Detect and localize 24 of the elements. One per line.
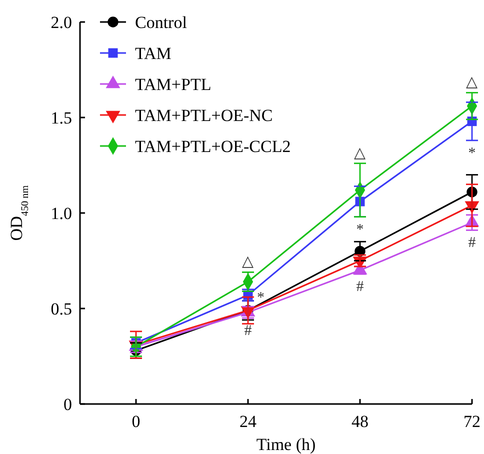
y-tick-label: 0 bbox=[64, 395, 72, 414]
annotation: # bbox=[244, 323, 252, 340]
annotation: * bbox=[356, 222, 364, 238]
legend-label: TAM+PTL+OE-NC bbox=[135, 106, 273, 125]
x-tick-label: 72 bbox=[464, 412, 480, 431]
x-axis-title: Time (h) bbox=[256, 435, 316, 454]
legend-label: TAM+PTL+OE-CCL2 bbox=[135, 137, 291, 156]
annotation: # bbox=[356, 279, 364, 296]
legend-label: TAM bbox=[135, 44, 172, 63]
y-tick-label: 1.5 bbox=[50, 108, 72, 128]
annotation: △ bbox=[354, 145, 366, 162]
x-tick-label: 24 bbox=[240, 412, 257, 431]
annotation: * bbox=[468, 145, 476, 162]
annotation: △ bbox=[466, 74, 478, 91]
legend-label: TAM+PTL bbox=[135, 75, 212, 94]
y-tick-label: 2.0 bbox=[50, 13, 72, 32]
annotation: # bbox=[468, 235, 476, 252]
annotation: * bbox=[257, 290, 264, 306]
annotation: △ bbox=[242, 254, 254, 270]
y-tick-label: 0.5 bbox=[50, 300, 72, 318]
y-tick-label: 1.0 bbox=[50, 204, 72, 223]
legend-label: Control bbox=[135, 13, 188, 32]
x-tick-label: 48 bbox=[352, 412, 368, 431]
x-tick-label: 0 bbox=[132, 412, 140, 431]
